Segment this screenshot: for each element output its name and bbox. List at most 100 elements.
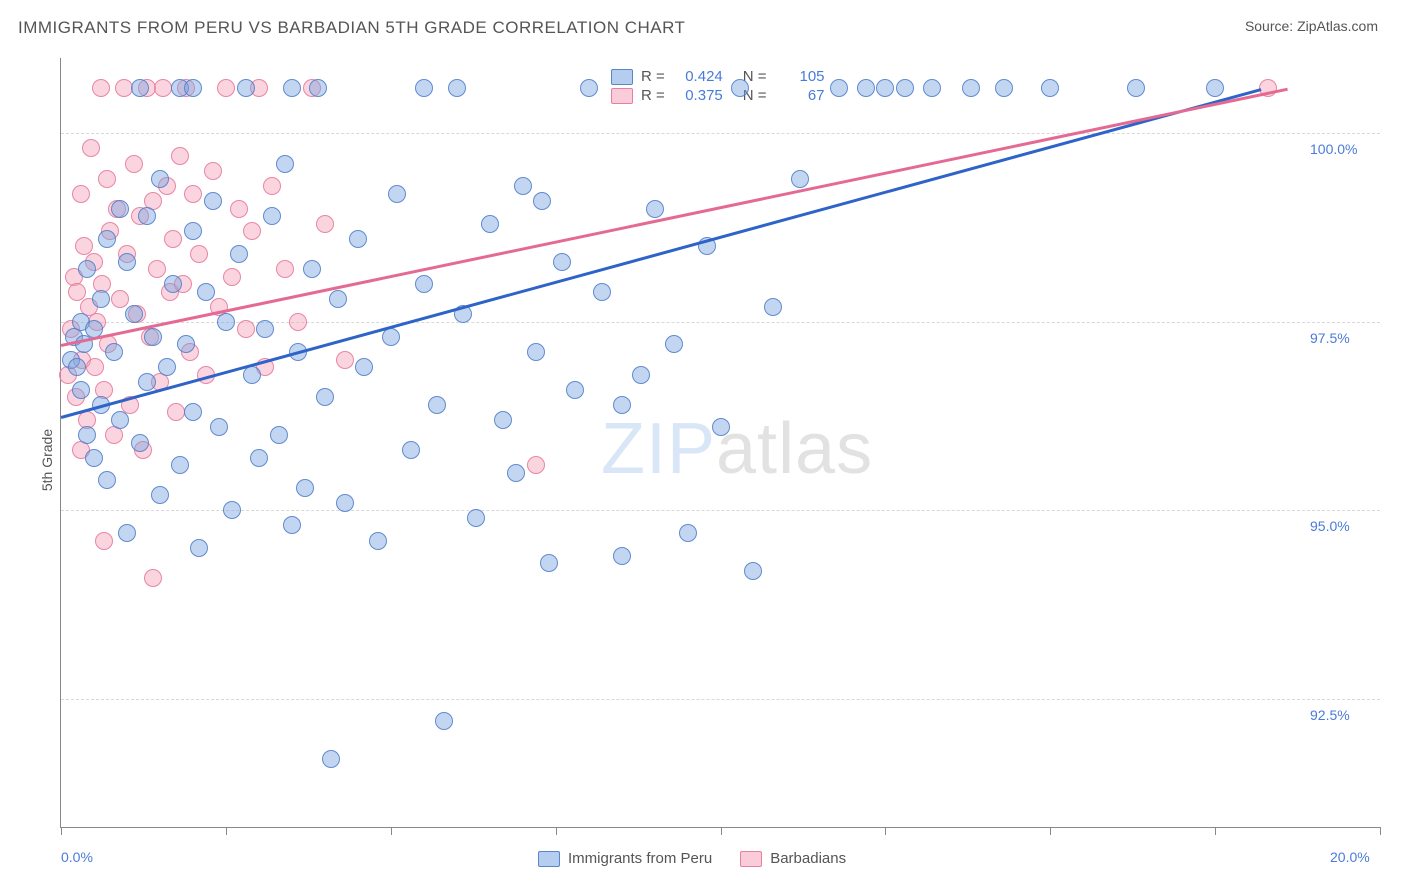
data-point	[171, 147, 189, 165]
data-point	[336, 494, 354, 512]
data-point	[593, 283, 611, 301]
data-point	[349, 230, 367, 248]
data-point	[613, 547, 631, 565]
x-tick-mark	[1380, 827, 1381, 835]
gridline-h	[61, 133, 1380, 134]
data-point	[86, 358, 104, 376]
data-point	[303, 260, 321, 278]
data-point	[204, 162, 222, 180]
data-point	[105, 343, 123, 361]
watermark: ZIPatlas	[601, 408, 873, 490]
data-point	[82, 139, 100, 157]
data-point	[857, 79, 875, 97]
data-point	[250, 449, 268, 467]
data-point	[646, 200, 664, 218]
data-point	[283, 79, 301, 97]
data-point	[197, 283, 215, 301]
data-point	[1206, 79, 1224, 97]
data-point	[98, 471, 116, 489]
data-point	[316, 388, 334, 406]
data-point	[111, 290, 129, 308]
data-point	[923, 79, 941, 97]
data-point	[263, 177, 281, 195]
y-tick-label: 100.0%	[1310, 141, 1357, 157]
legend-swatch	[611, 88, 633, 104]
data-point	[72, 185, 90, 203]
legend-n-value: 105	[775, 68, 825, 85]
data-point	[679, 524, 697, 542]
data-point	[237, 320, 255, 338]
data-point	[190, 539, 208, 557]
data-point	[125, 155, 143, 173]
data-point	[237, 79, 255, 97]
x-tick-mark	[885, 827, 886, 835]
data-point	[276, 155, 294, 173]
data-point	[731, 79, 749, 97]
data-point	[184, 185, 202, 203]
data-point	[830, 79, 848, 97]
x-tick-mark	[721, 827, 722, 835]
data-point	[402, 441, 420, 459]
source-link[interactable]: ZipAtlas.com	[1297, 18, 1378, 34]
data-point	[92, 290, 110, 308]
data-point	[154, 79, 172, 97]
data-point	[355, 358, 373, 376]
data-point	[744, 562, 762, 580]
legend-swatch	[538, 851, 560, 867]
data-point	[322, 750, 340, 768]
source-attribution: Source: ZipAtlas.com	[1245, 18, 1378, 34]
legend-r-label: R =	[641, 87, 665, 104]
legend-item: Barbadians	[740, 850, 846, 867]
data-point	[243, 366, 261, 384]
chart-title: IMMIGRANTS FROM PERU VS BARBADIAN 5TH GR…	[18, 18, 685, 38]
data-point	[68, 358, 86, 376]
data-point	[309, 79, 327, 97]
data-point	[494, 411, 512, 429]
legend-swatch	[740, 851, 762, 867]
data-point	[388, 185, 406, 203]
watermark-zip: ZIP	[601, 409, 716, 489]
data-point	[92, 79, 110, 97]
data-point	[553, 253, 571, 271]
data-point	[632, 366, 650, 384]
data-point	[118, 253, 136, 271]
data-point	[448, 79, 466, 97]
data-point	[995, 79, 1013, 97]
data-point	[514, 177, 532, 195]
data-point	[415, 79, 433, 97]
y-tick-label: 95.0%	[1310, 518, 1350, 534]
data-point	[712, 418, 730, 436]
data-point	[467, 509, 485, 527]
data-point	[527, 343, 545, 361]
data-point	[876, 79, 894, 97]
gridline-h	[61, 510, 1380, 511]
legend-r-value: 0.375	[673, 87, 723, 104]
data-point	[118, 524, 136, 542]
data-point	[566, 381, 584, 399]
gridline-h	[61, 699, 1380, 700]
data-point	[217, 313, 235, 331]
x-tick-label-right: 20.0%	[1330, 849, 1370, 865]
data-point	[144, 328, 162, 346]
data-point	[336, 351, 354, 369]
data-point	[138, 207, 156, 225]
x-tick-mark	[1050, 827, 1051, 835]
data-point	[98, 230, 116, 248]
legend-r-value: 0.424	[673, 68, 723, 85]
data-point	[184, 222, 202, 240]
legend-item: Immigrants from Peru	[538, 850, 712, 867]
legend-swatch	[611, 69, 633, 85]
data-point	[144, 569, 162, 587]
data-point	[190, 245, 208, 263]
data-point	[435, 712, 453, 730]
data-point	[217, 79, 235, 97]
data-point	[78, 260, 96, 278]
data-point	[223, 268, 241, 286]
data-point	[1127, 79, 1145, 97]
data-point	[283, 516, 301, 534]
x-tick-mark	[556, 827, 557, 835]
data-point	[415, 275, 433, 293]
series-legend: Immigrants from Peru Barbadians	[538, 850, 846, 867]
x-tick-mark	[1215, 827, 1216, 835]
data-point	[263, 207, 281, 225]
